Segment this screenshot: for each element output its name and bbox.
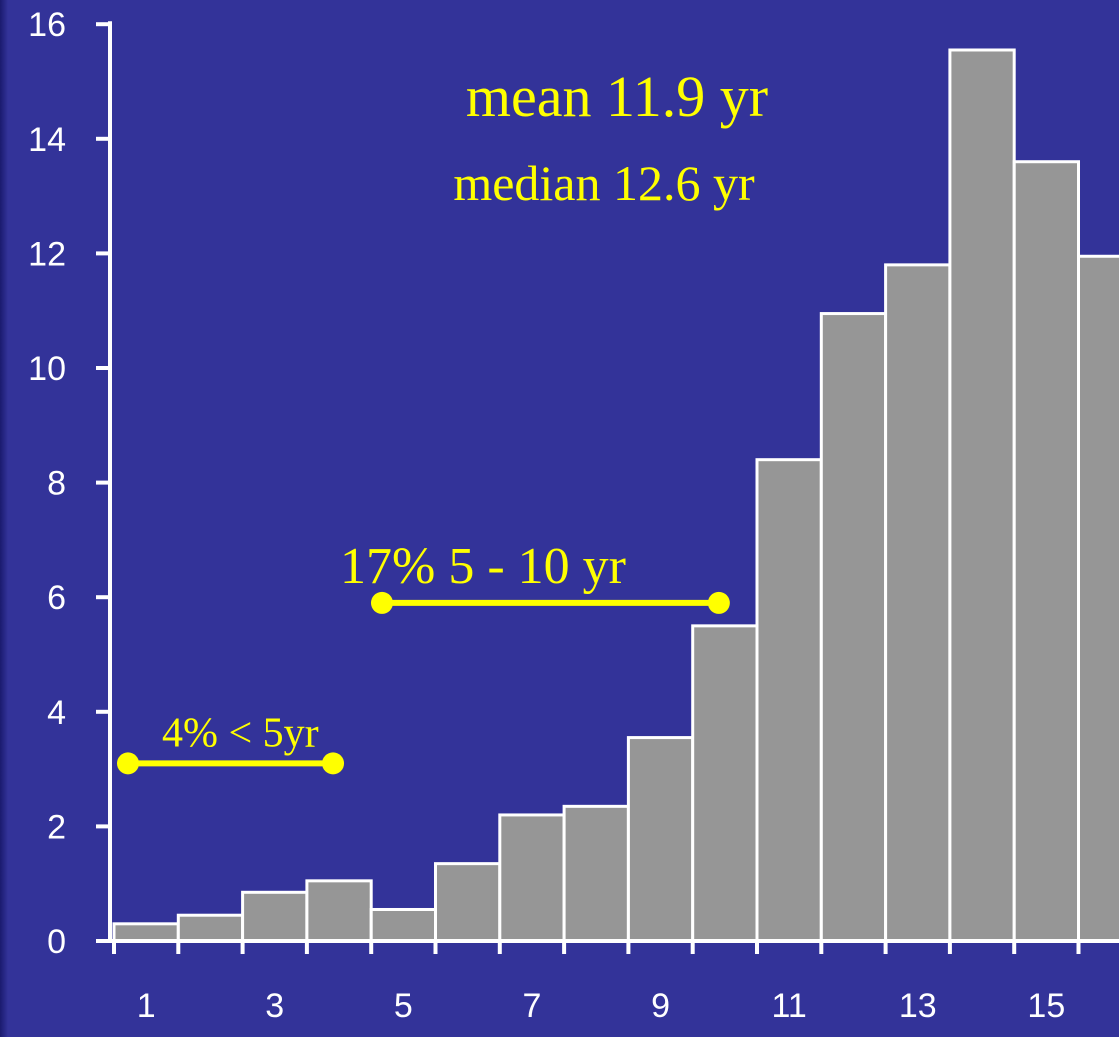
- range-endpoint-dot: [707, 591, 730, 614]
- y-tick-label: 4: [47, 694, 66, 732]
- range-endpoint-dot: [117, 752, 139, 775]
- y-tick-label: 6: [47, 579, 66, 617]
- y-tick-label: 10: [28, 350, 66, 388]
- x-tick-label: 15: [1027, 987, 1065, 1025]
- histogram-bar: [434, 862, 502, 943]
- x-tick-label: 1: [137, 987, 156, 1025]
- histogram-bar: [241, 890, 309, 943]
- range-endpoint-dot: [322, 752, 345, 775]
- range-lt5-label: 4% < 5yr: [162, 710, 319, 756]
- histogram-bar: [626, 736, 695, 943]
- x-tick-label: 5: [394, 987, 413, 1025]
- histogram-bar: [305, 879, 373, 943]
- histogram-bar: [112, 922, 180, 943]
- histogram-bar: [369, 907, 438, 943]
- histogram-bar: [498, 813, 566, 943]
- x-tick-label: 13: [899, 987, 937, 1025]
- histogram-bar: [819, 312, 888, 943]
- axes-group: [96, 21, 1119, 954]
- y-tick-label: 2: [47, 808, 66, 846]
- range-endpoint-dot: [370, 591, 393, 614]
- x-tick-label: 9: [651, 987, 670, 1025]
- x-tick-label: 3: [265, 987, 284, 1025]
- mean-annotation: mean 11.9 yr: [466, 64, 768, 129]
- histogram-bar: [176, 913, 245, 943]
- y-tick-label: 0: [47, 923, 66, 961]
- histogram-bar: [691, 624, 759, 943]
- range-markers-group: 4% < 5yr 17% 5 - 10 yr: [117, 538, 730, 775]
- histogram-bar: [755, 458, 823, 943]
- x-tick-label: 7: [522, 987, 541, 1025]
- histogram-bar: [884, 263, 952, 943]
- median-annotation: median 12.6 yr: [453, 155, 755, 211]
- bars-group: [112, 48, 1119, 943]
- histogram-bar: [1012, 160, 1081, 943]
- histogram-bar: [1077, 254, 1119, 943]
- histogram-bar: [948, 48, 1016, 943]
- y-tick-label: 8: [47, 465, 66, 503]
- y-tick-label: 12: [28, 235, 66, 273]
- histogram-bar: [562, 804, 630, 943]
- range-5-10-label: 17% 5 - 10 yr: [340, 538, 626, 595]
- y-tick-label: 14: [28, 121, 66, 159]
- y-tick-label: 16: [28, 6, 66, 44]
- left-edge-strip: [0, 0, 8, 1037]
- x-tick-label: 11: [772, 987, 807, 1025]
